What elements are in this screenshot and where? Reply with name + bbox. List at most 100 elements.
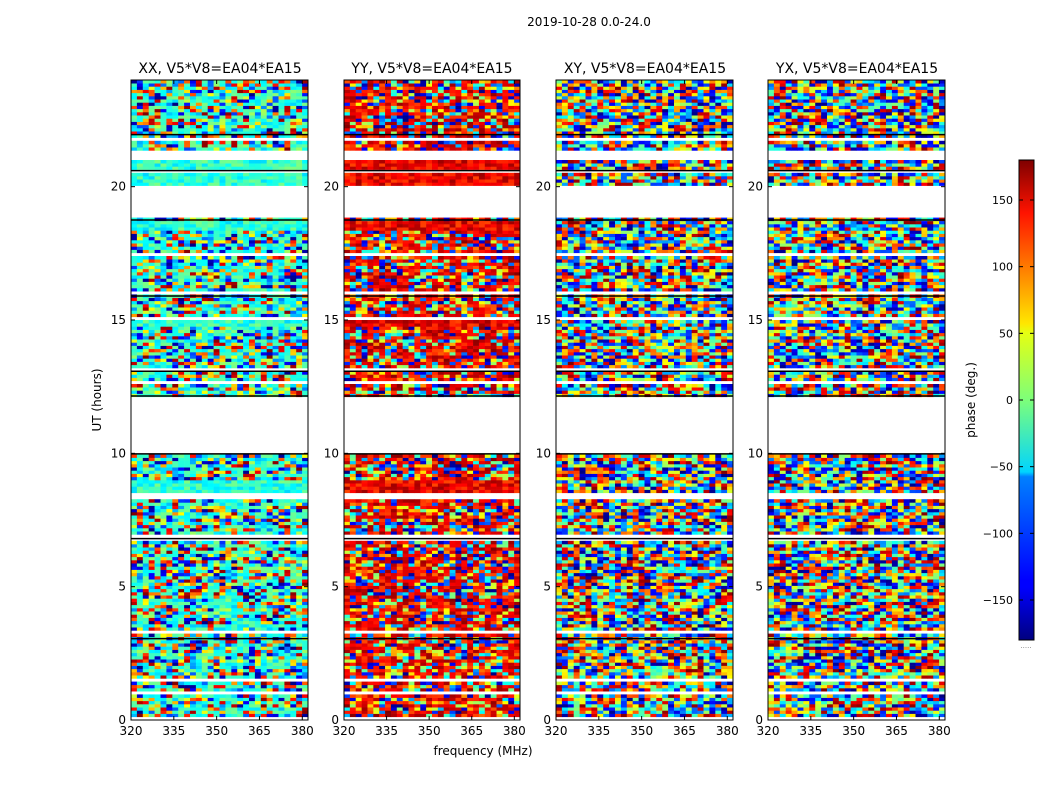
heatmap-cell — [284, 233, 291, 238]
heatmap-cell — [201, 633, 208, 638]
heatmap-cell — [243, 118, 250, 122]
heatmap-cell — [219, 611, 226, 615]
heatmap-cell — [231, 614, 238, 618]
heatmap-cell — [172, 620, 179, 625]
heatmap-cell — [219, 387, 226, 391]
heatmap-cell — [160, 550, 167, 554]
heatmap-cell — [302, 588, 309, 593]
heatmap-cell — [296, 531, 303, 535]
heatmap-cell — [484, 707, 491, 711]
heatmap-cell — [302, 611, 309, 615]
heatmap-cell — [201, 489, 208, 494]
heatmap-cell — [231, 675, 238, 679]
heatmap-cell — [190, 256, 197, 260]
heatmap-cell — [184, 579, 191, 583]
heatmap-cell — [296, 124, 303, 129]
heatmap-cell — [172, 345, 179, 350]
heatmap-cell — [207, 371, 214, 375]
heatmap-cell — [190, 131, 197, 135]
heatmap-cell — [278, 112, 285, 116]
heatmap-cell — [213, 489, 220, 494]
heatmap-cell — [237, 675, 244, 679]
heatmap-cell — [178, 166, 185, 170]
heatmap-cell — [290, 521, 297, 526]
heatmap-cell — [420, 681, 427, 686]
heatmap-cell — [160, 336, 167, 340]
heatmap-cell — [172, 268, 179, 273]
heatmap-cell — [302, 124, 309, 129]
heatmap-cell — [178, 652, 185, 657]
heatmap-cell — [302, 672, 309, 676]
heatmap-cell — [148, 83, 155, 87]
heatmap-cell — [414, 675, 421, 679]
heatmap-cell — [254, 454, 262, 458]
heatmap-cell — [225, 272, 232, 276]
heatmap-cell — [190, 476, 197, 481]
heatmap-cell — [201, 457, 208, 462]
heatmap-cell — [154, 243, 161, 247]
heatmap-cell — [136, 268, 144, 273]
heatmap-cell — [219, 643, 226, 647]
heatmap-cell — [243, 704, 250, 708]
heatmap-cell — [266, 473, 273, 478]
heatmap-cell — [272, 518, 279, 522]
heatmap-cell — [148, 608, 155, 612]
heatmap-cell — [207, 108, 214, 113]
heatmap-cell — [172, 611, 179, 615]
heatmap-cell — [142, 115, 149, 119]
heatmap-cell — [272, 304, 279, 308]
heatmap-cell — [160, 508, 167, 513]
heatmap-cell — [190, 598, 197, 602]
heatmap-cell — [514, 700, 521, 705]
heatmap-cell — [142, 454, 149, 458]
heatmap-cell — [249, 499, 256, 503]
heatmap-cell — [426, 688, 433, 692]
heatmap-cell — [266, 531, 273, 535]
heatmap-cell — [361, 681, 368, 686]
heatmap-cell — [243, 323, 250, 327]
heatmap-cell — [237, 342, 244, 346]
heatmap-cell — [231, 505, 238, 510]
heatmap-cell — [131, 323, 138, 327]
heatmap-cell — [249, 665, 256, 670]
heatmap-cell — [449, 688, 456, 692]
heatmap-cell — [254, 256, 262, 260]
heatmap-cell — [249, 320, 256, 324]
heatmap-cell — [160, 352, 167, 356]
heatmap-cell — [148, 112, 155, 116]
heatmap-cell — [260, 649, 267, 654]
heatmap-cell — [266, 387, 273, 391]
heatmap-cell — [243, 649, 250, 654]
heatmap-cell — [148, 544, 155, 548]
heatmap-cell — [225, 240, 232, 244]
heatmap-cell — [243, 620, 250, 625]
heatmap-cell — [195, 172, 203, 177]
heatmap-cell — [184, 140, 191, 145]
heatmap-cell — [166, 544, 173, 548]
heatmap-cell — [190, 240, 197, 244]
heatmap-cell — [367, 713, 374, 718]
heatmap-cell — [184, 243, 191, 247]
heatmap-cell — [219, 480, 226, 484]
heatmap-cell — [207, 89, 214, 94]
heatmap-cell — [266, 640, 273, 644]
heatmap-cell — [184, 329, 191, 334]
heatmap-cell — [148, 624, 155, 628]
heatmap-cell — [249, 307, 256, 311]
heatmap-cell — [243, 633, 250, 638]
heatmap-cell — [290, 643, 297, 647]
heatmap-cell — [249, 540, 256, 545]
heatmap-cell — [302, 384, 309, 388]
heatmap-cell — [154, 96, 161, 100]
heatmap-cell — [296, 528, 303, 532]
heatmap-cell — [260, 620, 267, 625]
heatmap-cell — [237, 457, 244, 462]
heatmap-cell — [213, 121, 220, 126]
heatmap-cell — [207, 128, 214, 132]
heatmap-cell — [160, 345, 167, 350]
heatmap-cell — [225, 544, 232, 548]
heatmap-cell — [278, 134, 285, 138]
heatmap-cell — [178, 336, 185, 340]
heatmap-cell — [225, 220, 232, 225]
heatmap-cell — [207, 300, 214, 305]
